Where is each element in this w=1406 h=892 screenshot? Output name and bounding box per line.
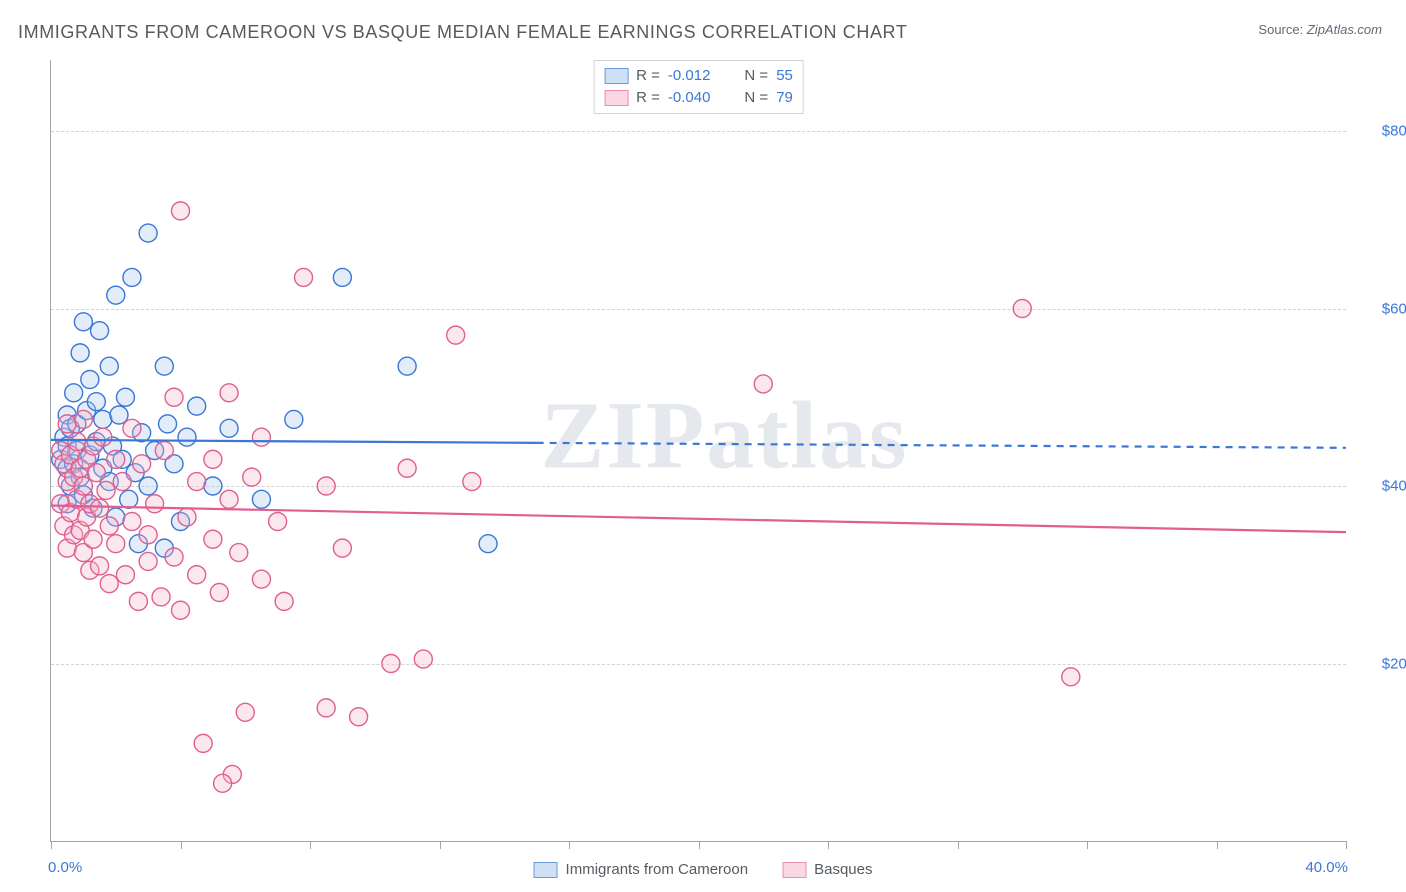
r-label: R = (636, 65, 660, 87)
chart-title: IMMIGRANTS FROM CAMEROON VS BASQUE MEDIA… (18, 22, 907, 43)
r-value-basques: -0.040 (668, 87, 711, 109)
plot-area: ZIPatlas R = -0.012 N = 55 R = -0.040 N … (50, 60, 1346, 842)
x-axis-max-label: 40.0% (1305, 859, 1348, 876)
y-tick-label: $80,000 (1356, 123, 1406, 140)
legend-label-cameroon: Immigrants from Cameroon (566, 861, 749, 878)
chart-container: IMMIGRANTS FROM CAMEROON VS BASQUE MEDIA… (0, 0, 1406, 892)
n-label: N = (744, 65, 768, 87)
source-attribution: Source: ZipAtlas.com (1258, 22, 1382, 37)
swatch-basques (604, 90, 628, 106)
swatch-basques (782, 862, 806, 878)
x-axis-min-label: 0.0% (48, 859, 82, 876)
y-tick-label: $20,000 (1356, 655, 1406, 672)
legend-item-cameroon: Immigrants from Cameroon (534, 861, 749, 878)
legend-bottom: Immigrants from Cameroon Basques (534, 861, 873, 878)
source-label: Source: (1258, 22, 1303, 37)
n-value-cameroon: 55 (776, 65, 793, 87)
n-value-basques: 79 (776, 87, 793, 109)
y-tick-label: $40,000 (1356, 478, 1406, 495)
n-label: N = (744, 87, 768, 109)
r-value-cameroon: -0.012 (668, 65, 711, 87)
legend-stats-row: R = -0.012 N = 55 (604, 65, 793, 87)
plot-area-wrap: Median Female Earnings ZIPatlas R = -0.0… (50, 60, 1346, 842)
legend-stats-box: R = -0.012 N = 55 R = -0.040 N = 79 (593, 60, 804, 114)
r-label: R = (636, 87, 660, 109)
swatch-cameroon (604, 68, 628, 84)
y-tick-label: $60,000 (1356, 300, 1406, 317)
legend-label-basques: Basques (814, 861, 872, 878)
swatch-cameroon (534, 862, 558, 878)
chart-svg (51, 60, 1346, 841)
legend-stats-row: R = -0.040 N = 79 (604, 87, 793, 109)
legend-item-basques: Basques (782, 861, 872, 878)
source-value: ZipAtlas.com (1307, 22, 1382, 37)
